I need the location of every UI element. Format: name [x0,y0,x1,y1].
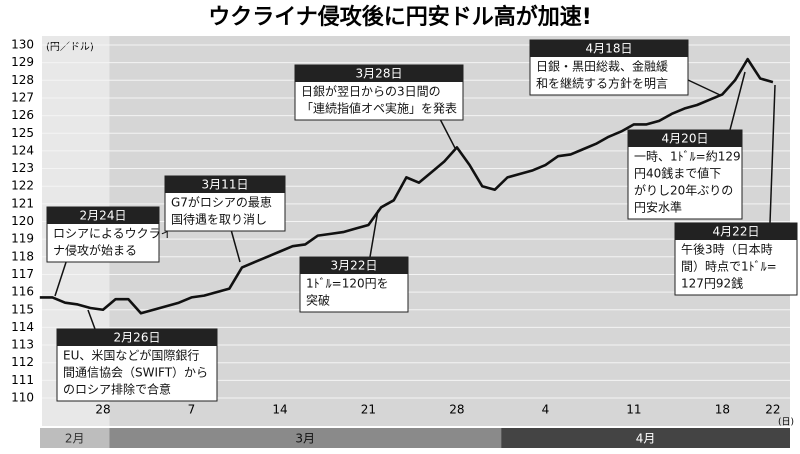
annotation-title: 3月28日 [356,67,403,81]
month-label: 4月 [636,432,656,446]
annotation-text: 一時、1ﾄﾞﾙ=約129 [634,149,741,164]
line [39,57,774,315]
annotation-arrow [439,118,456,149]
y-tick-label: 122 [11,179,34,193]
x-tick-label: 11 [626,403,641,417]
annotation-arrow [769,84,776,224]
annotation-text: 間）時点で1ﾄﾞﾙ= [681,260,777,274]
x-tick-label: 18 [715,403,730,417]
annotation-text: 間通信協会（SWIFT）から [63,365,208,380]
annotation-header [165,176,285,193]
annotation-text: 和を継続する方針を明言 [536,76,668,91]
y-tick-label: 127 [11,90,34,104]
annotation-header [675,223,797,240]
y-tick-label: 113 [11,338,34,352]
annotation-text: EU、米国などが国際銀行 [63,348,199,363]
month-label: 3月 [295,432,315,446]
y-tick-label: 130 [11,38,34,52]
annotation-header [57,329,217,346]
y-tick-label: 119 [11,232,34,246]
annotation-text: 日銀・黒田総裁、金融緩 [536,59,668,74]
annotation-header [47,207,159,224]
x-tick-label: 22 [765,403,780,417]
y-tick-label: 110 [11,391,34,405]
y-tick-label: 121 [11,196,34,210]
month-band [40,428,110,448]
annotation-text: 突破 [306,293,330,308]
y-tick-label: 124 [11,143,34,157]
annotation-arrow [687,79,721,96]
y-tick-label: 116 [11,285,34,299]
y-tick-label: 114 [11,320,34,334]
annotation-title: 3月22日 [331,259,378,273]
annotation-title: 3月11日 [202,178,249,192]
y-tick-label: 123 [11,161,34,175]
annotation-arrow [229,225,241,263]
y-tick-label: 118 [11,249,34,263]
x-tick-label: 7 [188,403,196,417]
annotation-text: のロシア排除で合意 [63,382,171,397]
annotation-arrow [369,209,379,258]
annotation-header [530,40,688,57]
annotation-header [300,257,408,274]
annotation-text: 午後3時（日本時 [681,243,773,257]
month-label: 2月 [65,432,85,446]
y-tick-label: 126 [11,108,34,122]
y-tick-label: 111 [11,373,34,387]
y-tick-label: 128 [11,73,34,87]
annotation-title: 4月18日 [586,42,633,56]
x-tick-label: 14 [272,403,287,417]
annotation-text: 日銀が翌日からの3日間の [301,84,441,99]
annotation-text: 円安水準 [634,200,682,215]
annotation-text: 円40銭まで値下 [634,166,721,181]
annotation-text: G7がロシアの最恵 [171,195,272,210]
annotation-text: ロシアによるウクライ [53,227,173,241]
annotation-arrow [87,309,96,330]
annotation-title: 2月26日 [114,331,161,345]
annotation-text: がりし20年ぶりの [634,183,733,198]
chart-title: ウクライナ侵攻後に円安ドル高が加速! [208,4,592,30]
x-tick-label: 28 [95,403,110,417]
annotation-title: 2月24日 [80,209,127,223]
annotation-text: 国待遇を取り消し [171,213,267,227]
x-tick-label: 28 [449,403,464,417]
annotation-text: ナ侵攻が始まる [53,243,137,258]
month-band [501,428,790,448]
annotation-header [295,65,463,82]
y-tick-label: 120 [11,214,34,228]
y-tick-label: 115 [11,302,34,316]
x-tick-label: 4 [542,403,550,417]
month-band [109,428,502,448]
annotation-title: 4月22日 [713,225,760,239]
annotation-text: 「連続指値オペ実施」を発表 [301,101,457,116]
y-axis-label: (円／ドル) [46,41,94,53]
annotation-header [628,130,742,147]
annotation-text: 1ﾄﾞﾙ=120円を [306,277,389,291]
x-unit: (日) [778,417,794,428]
annotation-title: 4月20日 [662,132,709,146]
y-tick-label: 112 [11,355,34,369]
annotation-arrow [729,71,746,131]
x-tick-label: 21 [361,403,376,417]
y-tick-label: 117 [11,267,34,281]
y-tick-label: 125 [11,126,34,140]
y-tick-label: 129 [11,55,34,69]
annotation-text: 127円92銭 [681,276,743,291]
